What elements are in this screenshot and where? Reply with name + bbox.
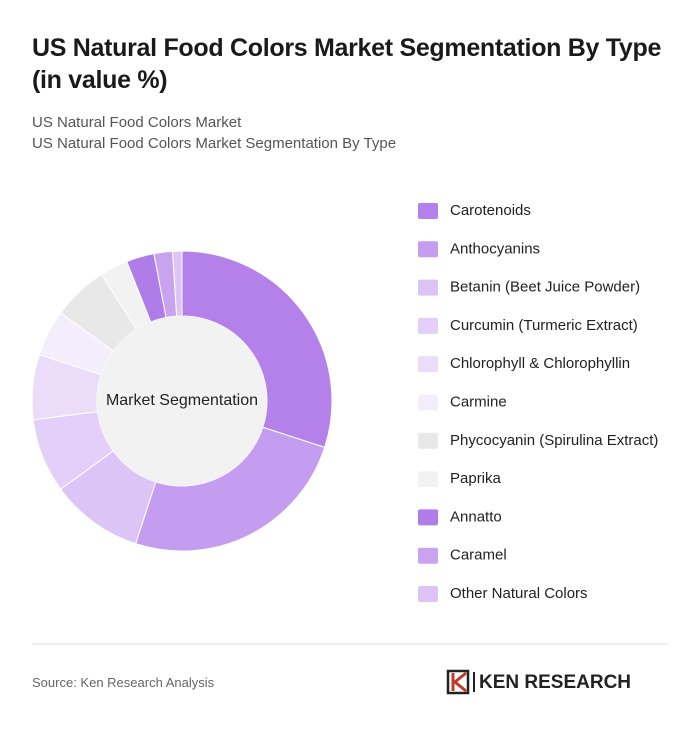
legend-swatch [418,547,438,564]
chart-title: US Natural Food Colors Market Segmentati… [32,34,662,94]
legend-swatch [418,471,438,488]
subtitle: US Natural Food Colors Market Segmentati… [32,135,397,152]
slice [135,426,326,552]
legend-swatch [418,279,438,296]
subtitle: US Natural Food Colors Market [32,114,242,131]
legend-swatch [418,394,438,411]
legend-swatch [418,586,438,602]
legend-label: Anthocyanins [450,240,540,257]
legend-swatch [418,356,438,373]
legend-swatch [418,203,438,219]
legend-label: Betanin (Beet Juice Powder) [450,279,640,296]
legend-swatch [418,241,438,258]
legend-swatch [418,432,438,449]
legend-label: Phycocyanin (Spirulina Extract) [450,432,658,449]
legend-swatch [418,509,438,526]
legend-label: Caramel [450,547,507,564]
logo-icon [446,669,475,695]
legend-label: Chlorophyll & Chlorophyllin [450,355,630,372]
center-label: Market Segmentation [106,392,258,409]
legend-swatch [418,317,438,334]
legend-label: Carotenoids [450,202,531,219]
legend-label: Paprika [450,470,502,487]
legend-label: Other Natural Colors [450,585,588,602]
legend-label: Curcumin (Turmeric Extract) [450,317,638,334]
logo-text: KEN RESEARCH [479,672,631,693]
source: Source: Ken Research Analysis [32,675,215,690]
legend-label: Carmine [450,393,507,410]
donut-hole [97,316,267,486]
legend-label: Annatto [450,508,502,525]
